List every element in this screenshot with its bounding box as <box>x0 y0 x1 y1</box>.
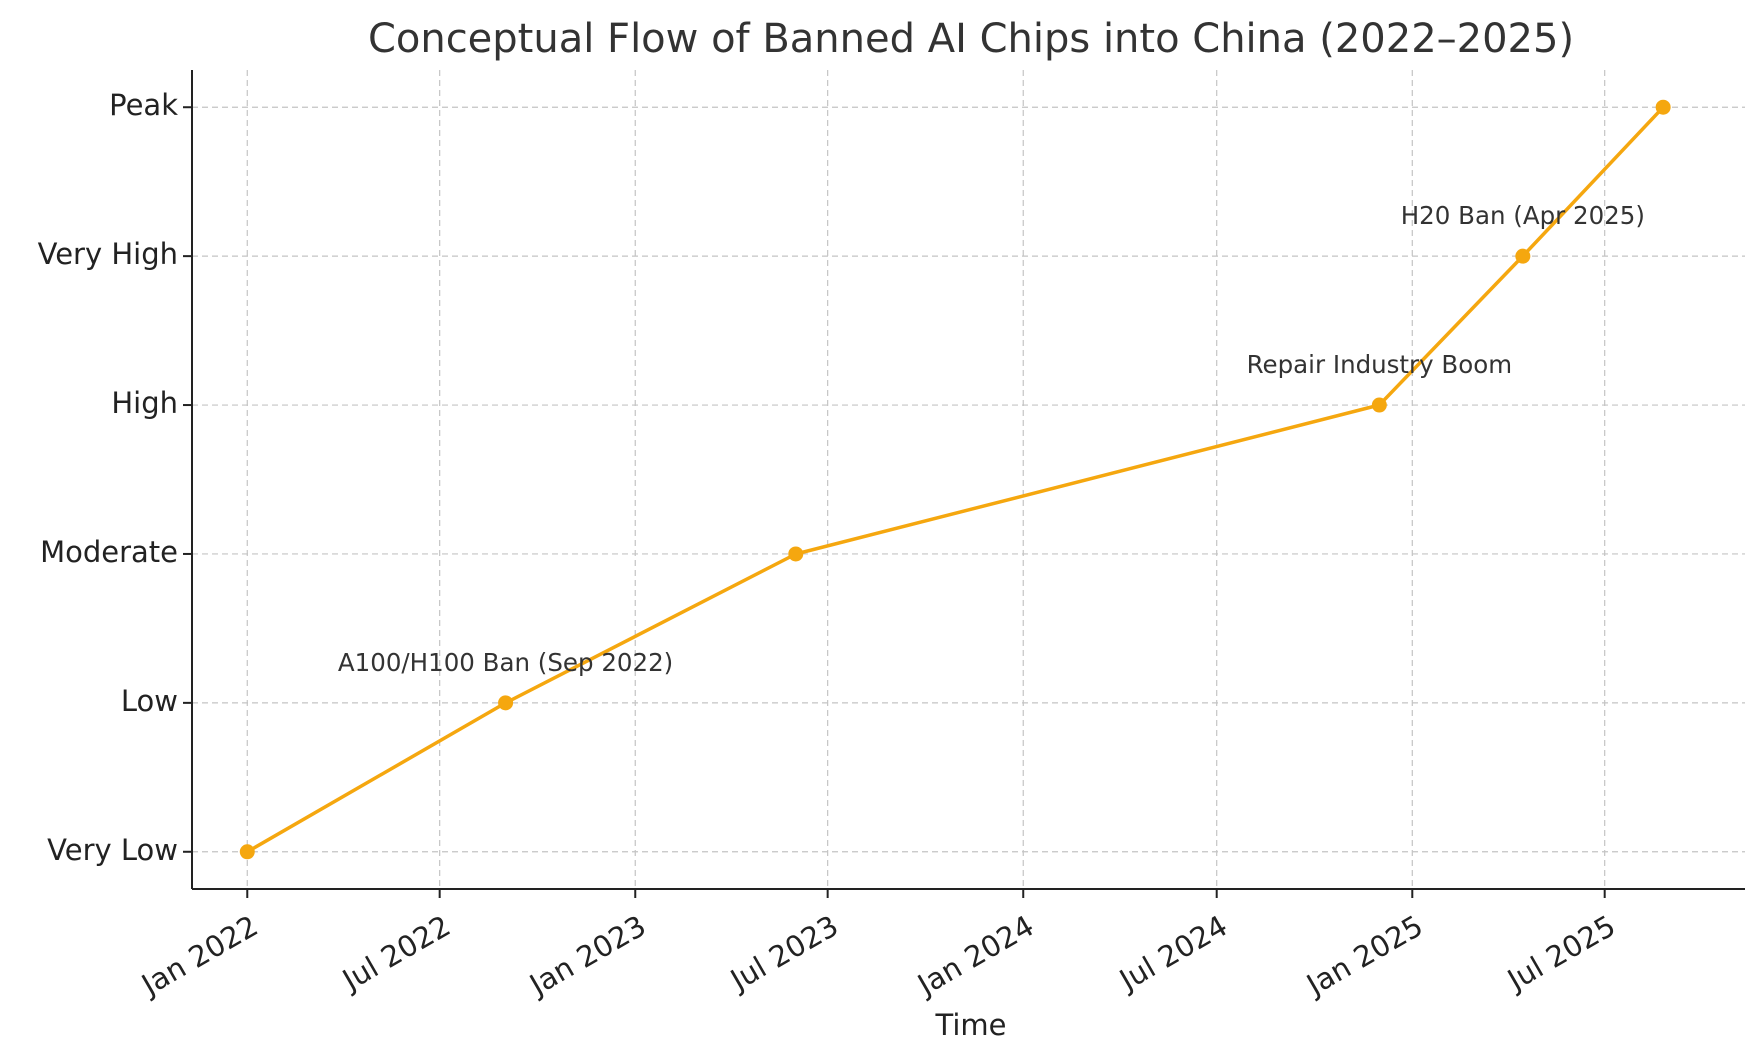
annotation-label: H20 Ban (Apr 2025) <box>1401 201 1645 230</box>
y-tick-label: Very Low <box>47 833 178 867</box>
data-point <box>239 844 255 860</box>
data-point <box>1515 248 1531 264</box>
x-tick-label: Jul 2022 <box>335 908 456 997</box>
grid <box>192 70 1745 889</box>
y-tick-label: Moderate <box>40 535 178 569</box>
x-tick-label: Jan 2024 <box>910 908 1039 1002</box>
x-tick-label: Jul 2023 <box>723 908 844 997</box>
data-point <box>1371 397 1387 413</box>
x-tick-label: Jan 2023 <box>522 908 651 1002</box>
annotation-label: Repair Industry Boom <box>1247 350 1512 379</box>
y-tick-label: High <box>111 386 178 420</box>
y-tick-label: Very High <box>38 237 178 271</box>
annotation-layer: A100/H100 Ban (Sep 2022) Repair Industry … <box>338 201 1645 677</box>
y-tick-label: Low <box>121 684 178 718</box>
data-point <box>1655 99 1671 115</box>
x-axis-label: Time <box>935 1008 1007 1042</box>
data-point <box>788 546 804 562</box>
x-tick-label: Jul 2025 <box>1500 908 1621 997</box>
annotation-label: A100/H100 Ban (Sep 2022) <box>338 648 673 677</box>
series-layer <box>239 99 1671 860</box>
y-tick-label: Peak <box>109 88 178 122</box>
x-tick-label: Jul 2024 <box>1112 908 1233 997</box>
data-point <box>498 695 514 711</box>
x-tick-label: Jan 2025 <box>1299 908 1428 1002</box>
chart-title: Conceptual Flow of Banned AI Chips into … <box>368 16 1574 62</box>
series-line <box>245 105 1665 854</box>
x-tick-label: Jan 2022 <box>134 908 263 1002</box>
